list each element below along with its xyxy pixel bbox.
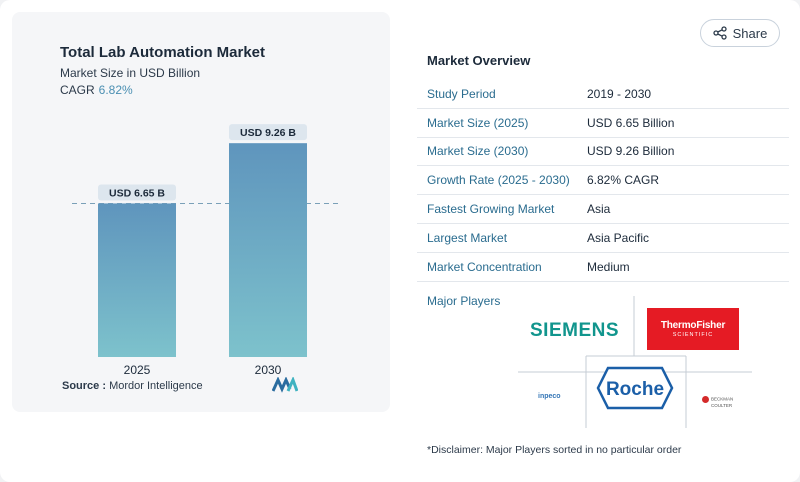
data-label-bg [98, 184, 176, 201]
x-tick-label: 2030 [255, 363, 282, 377]
bar-chart: USD 6.65 B 2025 USD 9.26 B 2030 [72, 124, 338, 377]
share-label: Share [732, 25, 768, 41]
data-label-bg [229, 124, 307, 141]
data-label: USD 6.65 B [109, 187, 165, 199]
disclaimer: *Disclaimer: Major Players sorted in no … [427, 444, 682, 456]
overview-value: Asia [587, 202, 611, 217]
overview-key: Growth Rate (2025 - 2030) [427, 173, 570, 188]
source-label: Source : [62, 380, 107, 392]
overview-row: Largest Market Asia Pacific [417, 224, 789, 253]
source-value: Mordor Intelligence [109, 380, 203, 392]
beckman-line2: COULTER [711, 403, 733, 408]
thermofisher-logo-line1: ThermoFisher [660, 320, 726, 331]
share-button[interactable]: Share [700, 19, 780, 47]
share-icon [712, 26, 727, 40]
overview-row: Growth Rate (2025 - 2030) 6.82% CAGR [417, 166, 789, 196]
beckman-dot-icon [702, 396, 709, 403]
beckman-coulter-logo: BECKMAN COULTER [702, 396, 733, 408]
thermofisher-logo: ThermoFisher SCIENTIFIC [647, 308, 739, 350]
overview-row: Study Period 2019 - 2030 [417, 80, 789, 109]
source-line: Source : Mordor Intelligence [62, 380, 203, 392]
overview-row: Market Size (2025) USD 6.65 Billion [417, 109, 789, 138]
overview-value: USD 6.65 Billion [587, 115, 675, 130]
overview-key: Market Size (2025) [427, 115, 529, 130]
overview-row: Fastest Growing Market Asia [417, 195, 789, 224]
roche-logo-text: Roche [606, 379, 664, 400]
overview-row: Market Concentration Medium [417, 253, 789, 282]
overview-value: USD 9.26 Billion [587, 144, 675, 159]
thermofisher-logo-line2: SCIENTIFIC [672, 332, 714, 338]
siemens-logo: SIEMENS [530, 320, 620, 341]
chart-subtitle: Market Size in USD Billion [60, 66, 201, 80]
chart-panel [12, 12, 390, 412]
cagr-label: CAGR [60, 83, 95, 97]
overview-table: Study Period 2019 - 2030 Market Size (2025… [417, 80, 789, 282]
bar-2025 [98, 203, 176, 357]
beckman-line1: BECKMAN [711, 396, 734, 402]
overview-key: Market Concentration [427, 259, 542, 274]
overview-key: Largest Market [427, 230, 508, 245]
overview-value: 6.82% CAGR [587, 173, 660, 188]
bar-2030 [229, 143, 307, 357]
major-players-label: Major Players [427, 294, 501, 308]
overview-key: Market Size (2030) [427, 144, 529, 159]
overview-key: Fastest Growing Market [427, 202, 555, 217]
mordor-logo-icon [272, 377, 298, 393]
x-tick-label: 2025 [124, 363, 151, 377]
chart-title: Total Lab Automation Market [60, 44, 266, 61]
overview-value: 2019 - 2030 [587, 86, 652, 101]
data-label: USD 9.26 B [240, 127, 296, 139]
overview-key: Study Period [427, 86, 496, 101]
overview-value: Medium [587, 259, 630, 274]
cagr-value: 6.82% [98, 83, 133, 97]
cagr-line: CAGR 6.82% [60, 83, 133, 97]
overview-value: Asia Pacific [587, 230, 650, 245]
overview-row: Market Size (2030) USD 9.26 Billion [417, 138, 789, 167]
roche-logo: Roche [596, 366, 674, 410]
inpeco-logo: inpeco [538, 393, 561, 400]
overview-title: Market Overview [427, 53, 531, 68]
